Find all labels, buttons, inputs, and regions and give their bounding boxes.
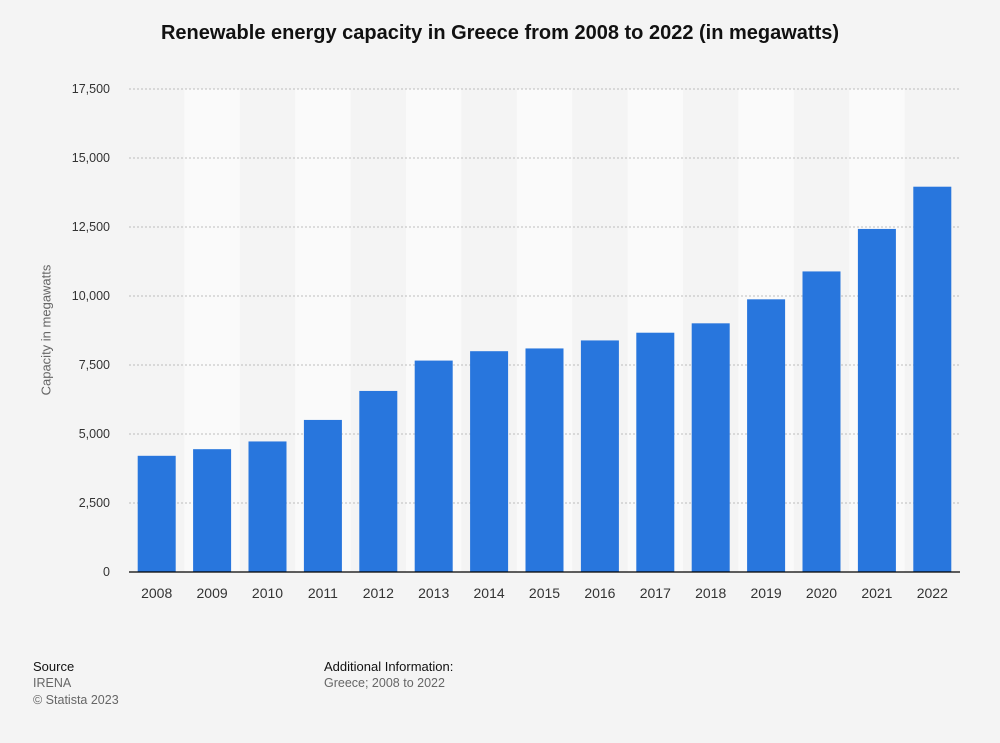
x-tick-label: 2019 bbox=[751, 585, 782, 601]
x-axis-ticks: 2008 2009 2010 2011 2012 2013 2014 2015 2016 2017… bbox=[141, 585, 948, 601]
additional-info-text: Greece; 2008 to 2022 bbox=[324, 676, 445, 690]
x-tick-label: 2022 bbox=[917, 585, 948, 601]
bar-2018[interactable] bbox=[691, 323, 730, 572]
x-tick-label: 2021 bbox=[861, 585, 892, 601]
bars bbox=[137, 186, 952, 573]
x-tick-label: 2020 bbox=[806, 585, 837, 601]
y-axis-ticks: 0 2,500 5,000 7,500 10,000 12,500 15,000 17,500 bbox=[72, 82, 110, 579]
x-tick-label: 2015 bbox=[529, 585, 560, 601]
x-tick-label: 2013 bbox=[418, 585, 449, 601]
y-tick-label: 17,500 bbox=[72, 82, 110, 96]
bar-2008[interactable] bbox=[137, 455, 176, 572]
additional-info-heading: Additional Information: bbox=[324, 659, 454, 674]
x-tick-label: 2016 bbox=[584, 585, 615, 601]
bar-2017[interactable] bbox=[636, 332, 675, 572]
y-axis-label: Capacity in megawatts bbox=[38, 264, 54, 396]
chart-title: Renewable energy capacity in Greece from… bbox=[160, 22, 840, 44]
bar-2020[interactable] bbox=[802, 271, 841, 572]
source-line-2: © Statista 2023 bbox=[33, 693, 119, 707]
bar-2012[interactable] bbox=[359, 390, 398, 572]
x-tick-label: 2018 bbox=[695, 585, 726, 601]
y-tick-label: 5,000 bbox=[79, 427, 110, 441]
y-tick-label: 7,500 bbox=[79, 358, 110, 372]
bar-2014[interactable] bbox=[470, 351, 509, 572]
source-block: Source IRENA © Statista 2023 bbox=[33, 658, 119, 709]
y-tick-label: 15,000 bbox=[72, 151, 110, 165]
y-tick-label: 2,500 bbox=[79, 496, 110, 510]
x-tick-label: 2017 bbox=[640, 585, 671, 601]
bar-2011[interactable] bbox=[303, 419, 342, 572]
y-tick-label: 12,500 bbox=[72, 220, 110, 234]
y-tick-label: 0 bbox=[103, 565, 110, 579]
bar-2010[interactable] bbox=[248, 441, 287, 572]
source-line-1: IRENA bbox=[33, 676, 72, 690]
x-tick-label: 2014 bbox=[474, 585, 505, 601]
bar-2016[interactable] bbox=[580, 340, 619, 572]
additional-info-block: Additional Information: Greece; 2008 to … bbox=[324, 658, 453, 692]
x-tick-label: 2009 bbox=[197, 585, 228, 601]
y-tick-label: 10,000 bbox=[72, 289, 110, 303]
bar-2015[interactable] bbox=[525, 348, 564, 572]
bar-2021[interactable] bbox=[857, 228, 896, 572]
bar-2013[interactable] bbox=[414, 360, 453, 572]
x-tick-label: 2012 bbox=[363, 585, 394, 601]
bar-2009[interactable] bbox=[193, 449, 232, 572]
source-heading: Source bbox=[33, 659, 75, 674]
x-tick-label: 2011 bbox=[308, 585, 338, 601]
bar-2019[interactable] bbox=[747, 299, 786, 572]
x-tick-label: 2010 bbox=[252, 585, 283, 601]
bar-2022[interactable] bbox=[913, 186, 952, 573]
x-tick-label: 2008 bbox=[141, 585, 172, 601]
